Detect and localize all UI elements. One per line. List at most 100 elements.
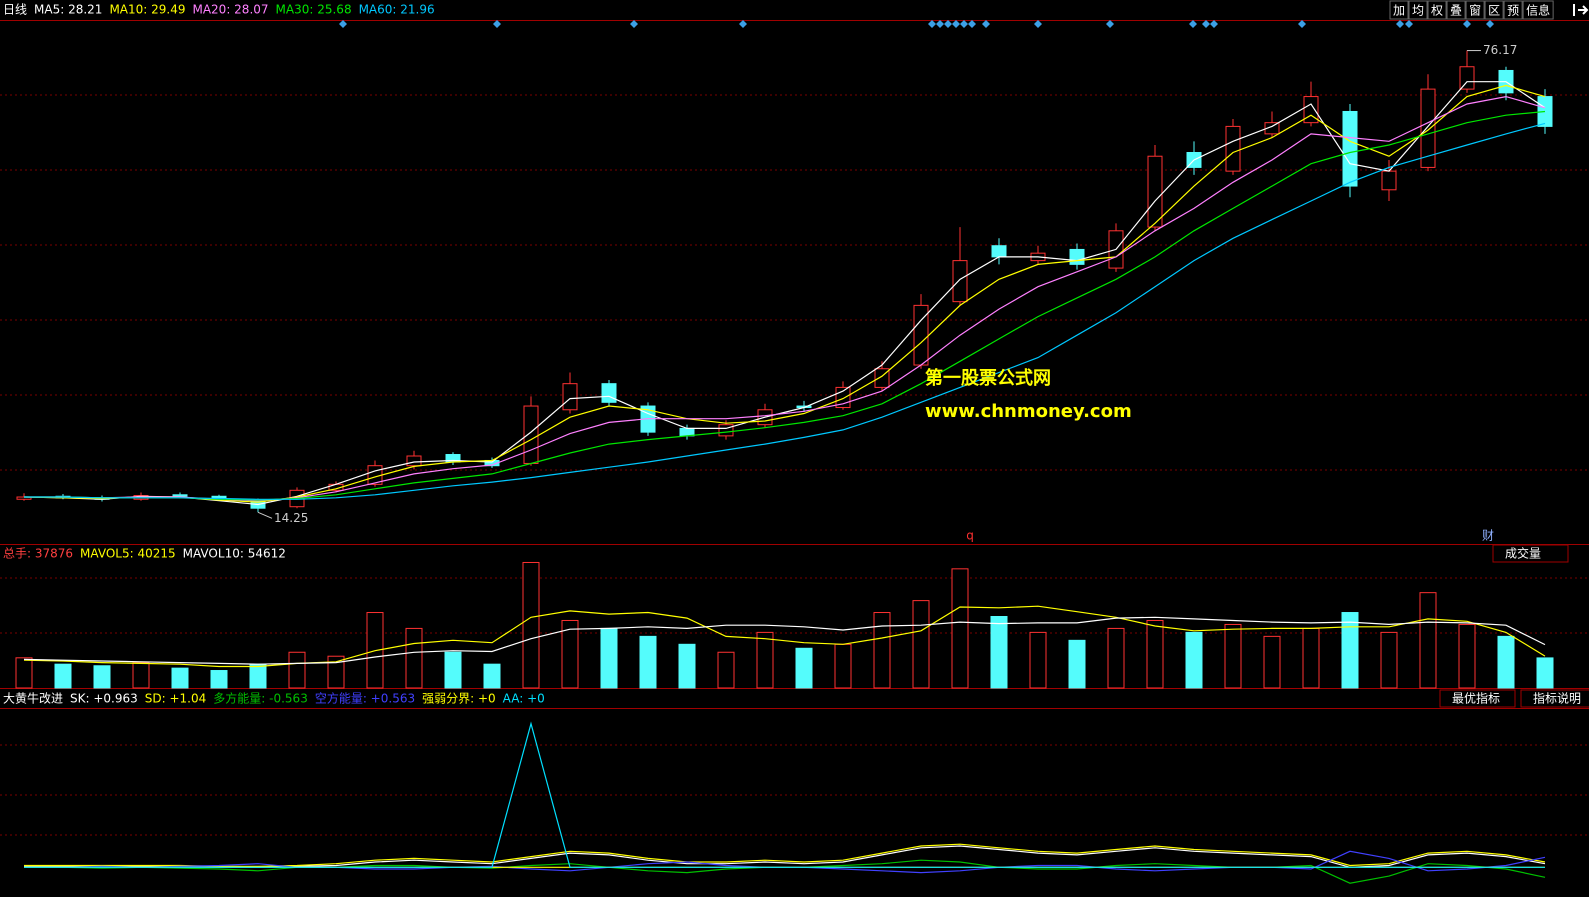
volume-bar (1263, 635, 1281, 689)
annotation-label: 76.17 (1483, 43, 1517, 57)
signal-diamond (952, 20, 960, 28)
volume-bar (288, 651, 306, 689)
signal-diamond (1210, 20, 1218, 28)
volume-bar (1029, 631, 1047, 689)
toolbar-button-label[interactable]: 权 (1431, 4, 1443, 18)
legend-text: 总手: 37876 (3, 547, 73, 561)
volume-bar (1341, 612, 1359, 689)
signal-diamond (1405, 20, 1413, 28)
volume-bar (249, 663, 267, 689)
volume-bar (678, 643, 696, 689)
signal-diamond (1106, 20, 1114, 28)
annotation-leader (257, 511, 273, 519)
candle-body (952, 260, 968, 303)
signal-diamond (1202, 20, 1210, 28)
signal-diamond (936, 20, 944, 28)
volume-bar (1497, 635, 1515, 689)
legend-text: 空方能量: +0.563 (315, 691, 415, 706)
volume-bar (1536, 657, 1554, 689)
legend-text: MA60: 21.96 (359, 3, 435, 17)
signal-diamond (1298, 20, 1306, 28)
volume-bar (93, 665, 111, 689)
annotation-label: 14.25 (274, 511, 308, 525)
volume-bar (1419, 592, 1437, 689)
toolbar-button[interactable] (1427, 0, 1447, 20)
toolbar-button-label[interactable]: 信息 (1526, 3, 1550, 18)
candle-body (1069, 248, 1085, 265)
volume-bar (561, 619, 579, 689)
legend-text: SK: +0.963 (70, 692, 138, 706)
volume-bar (54, 663, 72, 689)
volume-bar (1302, 627, 1320, 689)
ma-line (23, 81, 1546, 506)
volume-bar (834, 643, 852, 689)
legend-text: 大黄牛改进 (3, 691, 63, 706)
mavol-line (23, 605, 1546, 668)
legend-text: SD: +1.04 (145, 692, 207, 706)
legend-text: 强弱分界: +0 (422, 692, 496, 706)
signal-diamond (493, 20, 501, 28)
panel-tab[interactable] (1520, 689, 1589, 708)
exit-icon[interactable] (1573, 4, 1589, 16)
volume-bar (444, 651, 462, 689)
signal-diamond (1486, 20, 1494, 28)
panel-tab[interactable] (1492, 544, 1569, 563)
volume-bar (639, 635, 657, 689)
volume-bar (171, 667, 189, 689)
panel-tab[interactable] (1439, 689, 1516, 708)
toolbar-button[interactable] (1465, 0, 1485, 20)
signal-diamond (1189, 20, 1197, 28)
volume-bar (873, 612, 891, 689)
panel-tab-label[interactable]: 最优指标 (1452, 691, 1500, 706)
legend-text: MAVOL5: 40215 (80, 547, 176, 561)
layers: 76.17 14.25 日线 MA5: 28.21 MA10: 29.49 MA20: 2… (3, 0, 1589, 884)
candle-body (1459, 66, 1475, 90)
toolbar-button[interactable] (1503, 0, 1523, 20)
toolbar-button-label[interactable]: 窗 (1469, 4, 1481, 18)
candle-body (601, 383, 617, 403)
legend-text: MA10: 29.49 (109, 3, 185, 17)
candle-body (1420, 88, 1436, 168)
watermark-title: 第一股票公式网 (925, 367, 1051, 389)
volume-bar (405, 627, 423, 689)
legend-text: AA: +0 (503, 692, 545, 706)
toolbar-button[interactable] (1408, 0, 1428, 20)
signal-diamond (630, 20, 638, 28)
candle-body (562, 383, 578, 411)
legend-text: MAVOL10: 54612 (183, 547, 286, 561)
volume-bar (1458, 623, 1476, 689)
volume-bar (1185, 631, 1203, 689)
candle-body (1147, 155, 1163, 228)
signal-diamond (1034, 20, 1042, 28)
volume-bar (1380, 631, 1398, 689)
legend-text: MA5: 28.21 (34, 3, 102, 17)
toolbar-button-label[interactable]: 区 (1488, 4, 1500, 18)
panel-tab-label[interactable]: 指标说明 (1533, 691, 1581, 706)
candle-body (1225, 125, 1241, 172)
toolbar-button-label[interactable]: 加 (1393, 4, 1405, 18)
volume-bar (1068, 639, 1086, 689)
toolbar-button[interactable] (1484, 0, 1504, 20)
volume-bar (795, 647, 813, 689)
volume-bar (912, 600, 930, 689)
legend-text: MA30: 25.68 (276, 3, 352, 17)
candle-body (523, 405, 539, 464)
volume-bar (717, 651, 735, 689)
volume-bar (522, 561, 540, 689)
toolbar-button[interactable] (1522, 0, 1554, 20)
volume-bar (210, 670, 228, 689)
toolbar-button-label[interactable]: 预 (1507, 4, 1519, 18)
panel-tab-label[interactable]: 成交量 (1505, 546, 1541, 561)
volume-bar (132, 662, 150, 689)
volume-bar (327, 655, 345, 689)
legend-text: 多方能量: -0.563 (213, 691, 308, 706)
toolbar-button-label[interactable]: 均 (1412, 4, 1424, 18)
signal-diamond (944, 20, 952, 28)
volume-bar (990, 616, 1008, 689)
volume-bar (756, 631, 774, 689)
toolbar-button-label[interactable]: 叠 (1450, 4, 1462, 18)
toolbar-button[interactable] (1389, 0, 1409, 20)
candle-body (1381, 170, 1397, 191)
toolbar-button[interactable] (1446, 0, 1466, 20)
